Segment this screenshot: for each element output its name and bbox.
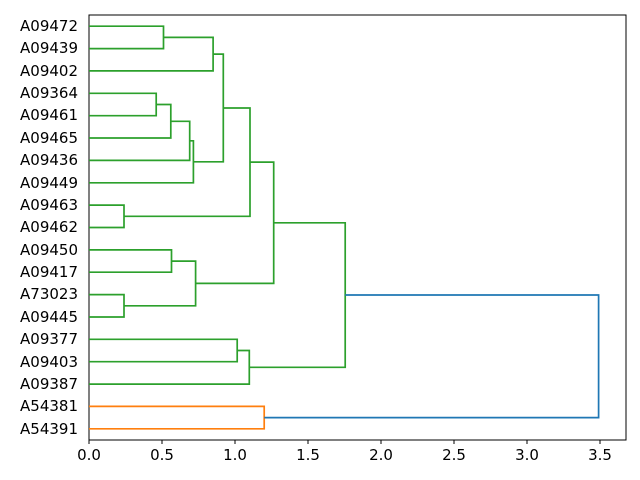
x-tick-label-2.0: 2.0	[369, 446, 393, 464]
dendrogram-link-L8	[89, 249, 173, 274]
leaf-label-A09364: A09364	[20, 84, 78, 103]
leaf-label-A09463: A09463	[20, 195, 78, 214]
leaf-label-A09465: A09465	[20, 128, 78, 147]
leaf-label-A09461: A09461	[20, 106, 78, 125]
leaf-label-A09439: A09439	[20, 39, 78, 58]
leaf-label-A09450: A09450	[20, 240, 78, 259]
dendrogram-link-L17	[89, 405, 266, 430]
leaf-label-A09377: A09377	[20, 330, 78, 349]
dendrogram-link-L6	[89, 139, 195, 184]
leaf-label-A09445: A09445	[20, 307, 78, 326]
dendrogram-link-L16	[249, 221, 347, 369]
x-tick-label-1.0: 1.0	[223, 446, 247, 464]
leaf-label-A09436: A09436	[20, 151, 78, 170]
x-tick-label-3.5: 3.5	[588, 446, 612, 464]
leaf-label-A09402: A09402	[20, 61, 78, 80]
leaf-label-A09417: A09417	[20, 263, 78, 282]
dendrogram-link-L14	[89, 338, 239, 363]
dendrogram-link-L18	[264, 294, 600, 419]
dendrogram-link-L5	[89, 120, 191, 162]
x-tick-label-0.0: 0.0	[77, 446, 101, 464]
leaf-label-A73023: A73023	[20, 285, 78, 304]
x-tick-label-0.5: 0.5	[150, 446, 174, 464]
dendrogram-link-L15	[89, 349, 251, 385]
dendrogram-link-L12	[124, 107, 251, 218]
dendrogram-link-L10	[124, 260, 197, 307]
axes-border	[88, 14, 627, 441]
x-tick-label-3.0: 3.0	[515, 446, 539, 464]
dendrogram-link-L7	[89, 204, 125, 229]
leaf-label-A09472: A09472	[20, 17, 78, 35]
dendrogram-link-L2	[89, 36, 214, 72]
x-tick-label-1.5: 1.5	[296, 446, 320, 464]
dendrogram-link-L4	[89, 103, 172, 139]
x-tick-label-2.5: 2.5	[442, 446, 466, 464]
leaf-label-A54381: A54381	[20, 397, 78, 416]
leaf-label-A09449: A09449	[20, 173, 78, 192]
dendrogram-link-L13	[195, 161, 275, 285]
dendrogram-link-L1	[89, 25, 165, 50]
leaf-label-A09462: A09462	[20, 218, 78, 237]
dendrogram-link-L3	[89, 92, 158, 117]
dendrogram-link-L9	[89, 293, 125, 318]
leaf-label-A09403: A09403	[20, 352, 78, 371]
leaf-label-A09387: A09387	[20, 374, 78, 393]
leaf-label-A54391: A54391	[20, 419, 78, 438]
